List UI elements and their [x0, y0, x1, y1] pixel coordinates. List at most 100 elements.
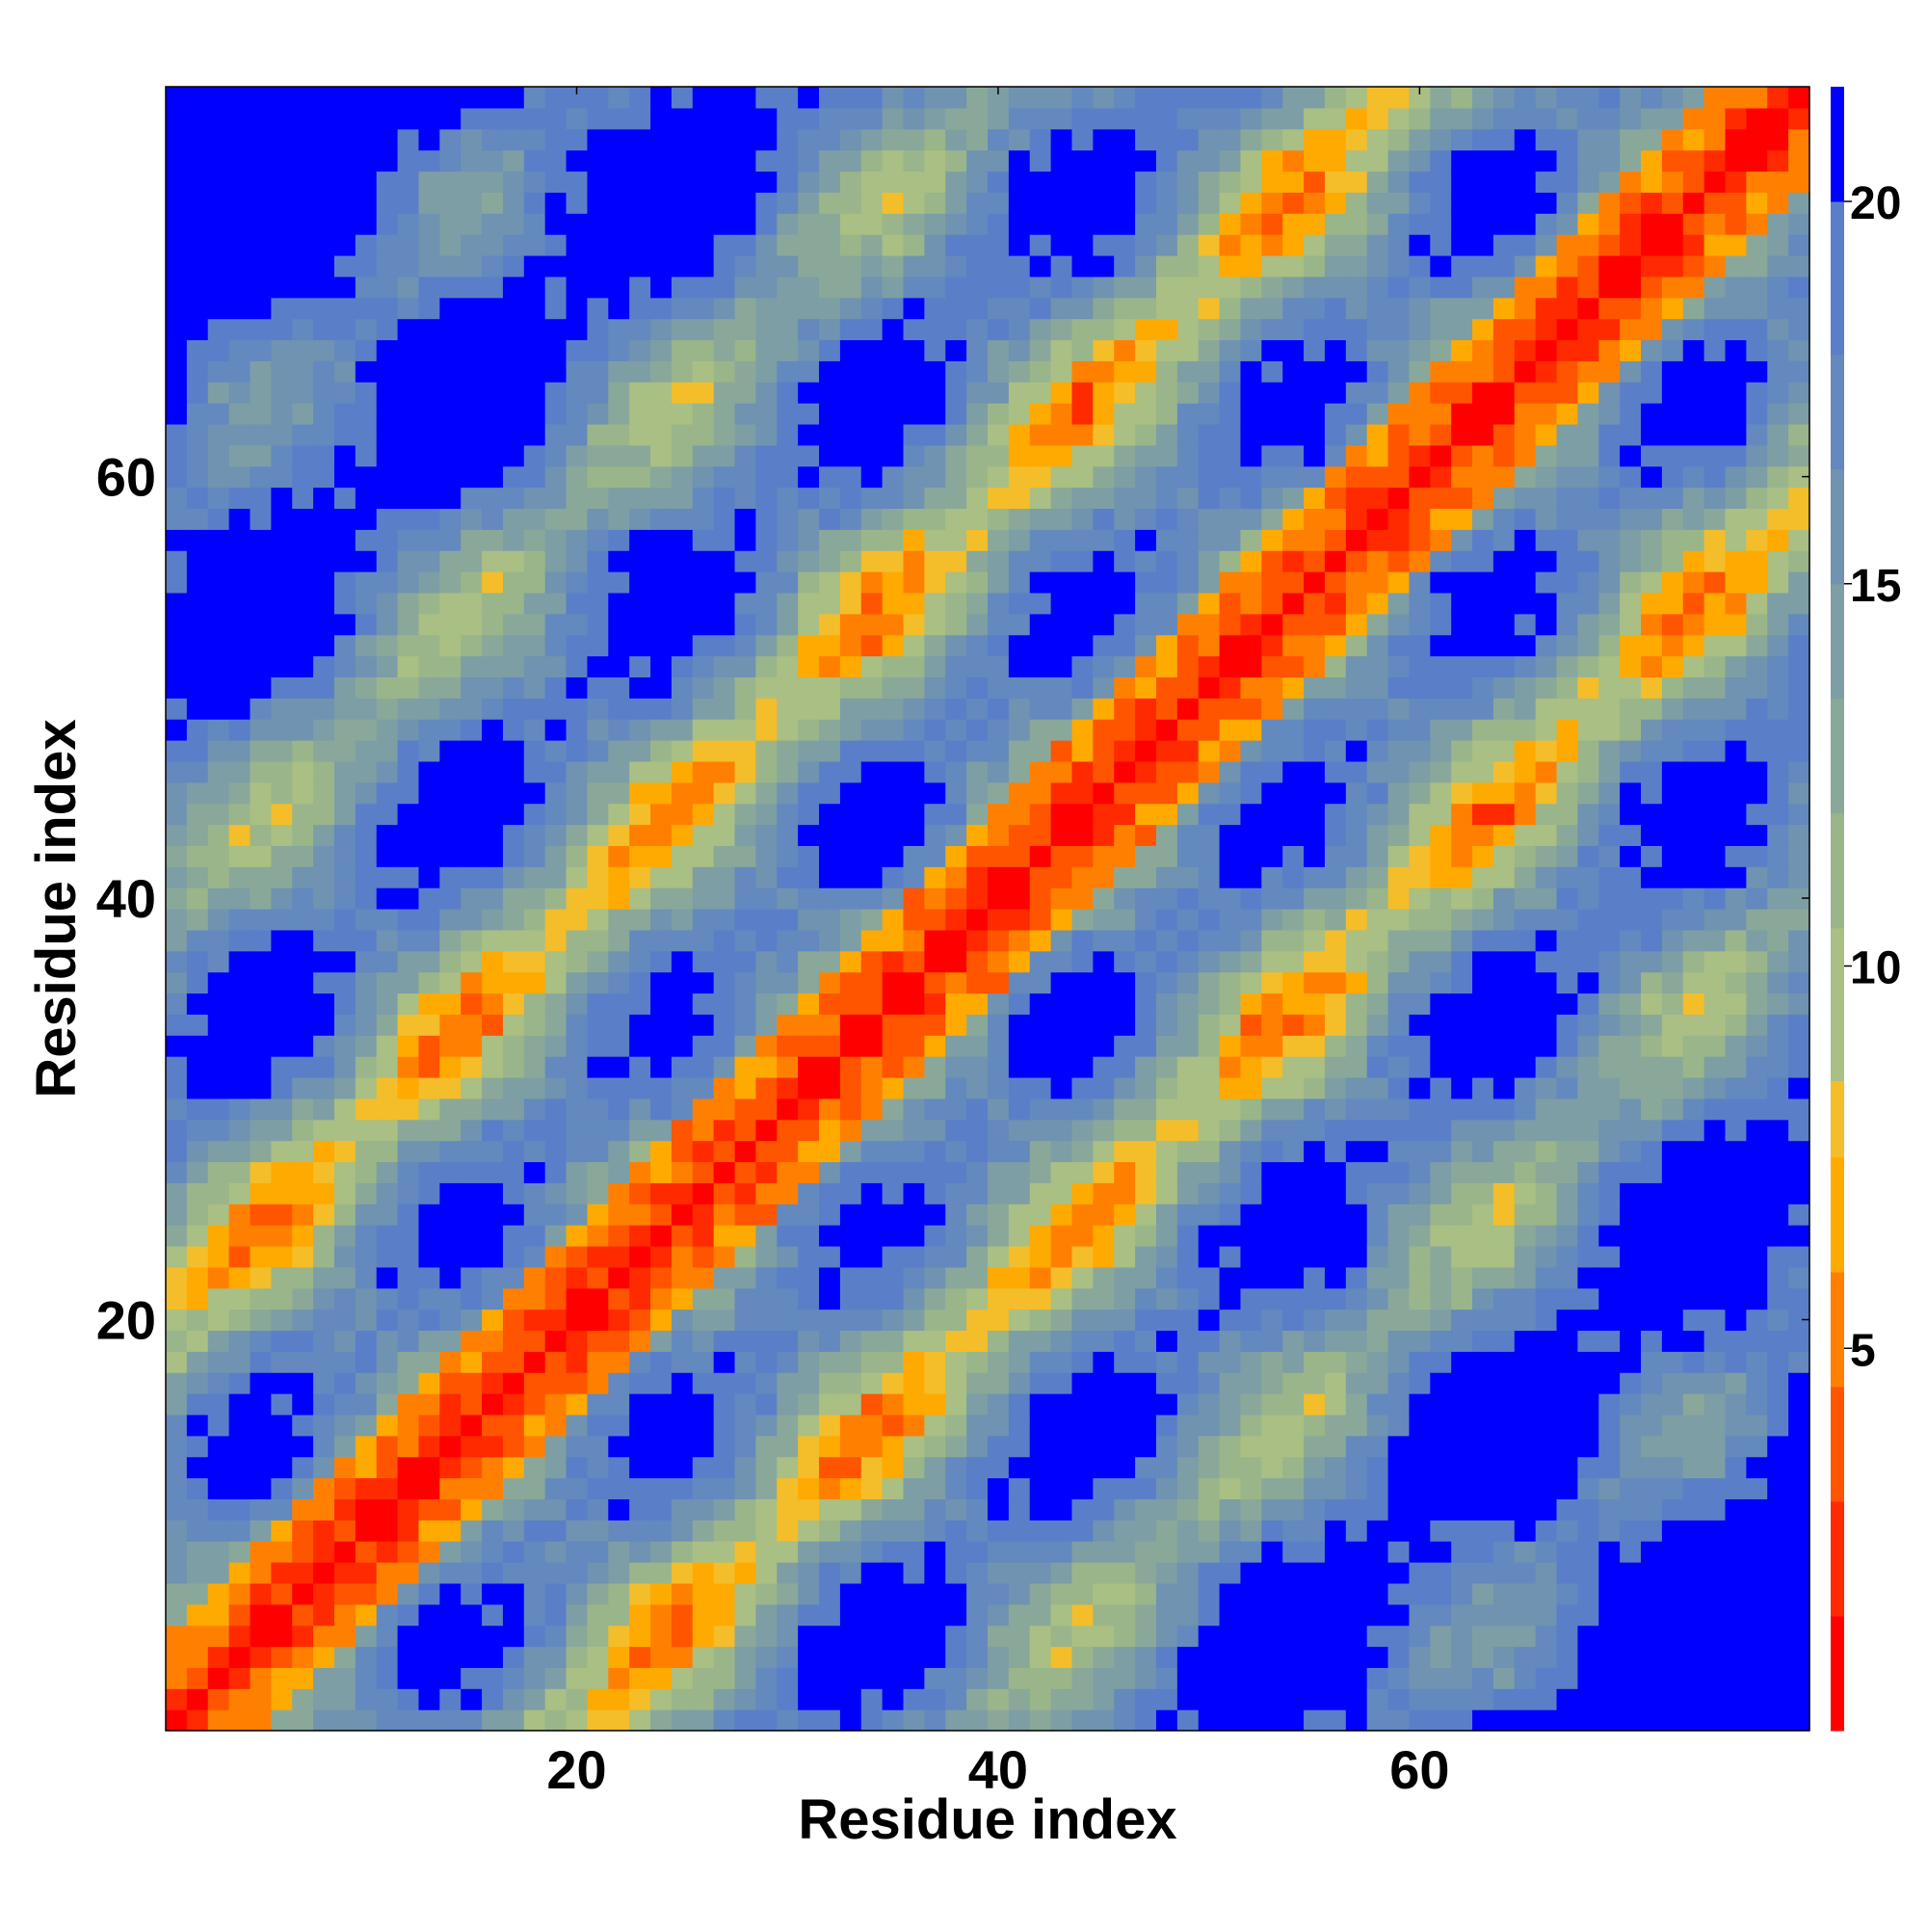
heatmap-cell: [544, 403, 568, 425]
heatmap-cell: [1176, 1225, 1200, 1247]
heatmap-cell: [313, 1582, 335, 1605]
heatmap-cell: [271, 1456, 293, 1479]
heatmap-cell: [228, 360, 251, 383]
heatmap-cell: [860, 423, 884, 446]
heatmap-cell: [1155, 1667, 1178, 1689]
heatmap-cell: [439, 1688, 462, 1710]
heatmap-cell: [1008, 297, 1031, 320]
heatmap-cell: [650, 950, 673, 973]
heatmap-cell: [671, 1245, 694, 1268]
heatmap-cell: [1492, 550, 1516, 572]
heatmap-cell: [713, 234, 736, 256]
heatmap-cell: [819, 508, 841, 530]
heatmap-cell: [333, 1393, 356, 1416]
heatmap-cell: [166, 318, 188, 341]
heatmap-cell: [1008, 655, 1031, 678]
heatmap-cell: [186, 866, 209, 888]
heatmap-cell: [798, 444, 820, 467]
heatmap-cell: [271, 1520, 293, 1542]
heatmap-cell: [988, 1035, 1010, 1057]
heatmap-cell: [439, 1477, 462, 1500]
heatmap-cell: [860, 992, 884, 1015]
heatmap-cell: [544, 1287, 568, 1310]
heatmap-cell: [482, 781, 504, 805]
heatmap-cell: [755, 1119, 778, 1142]
heatmap-cell: [397, 550, 420, 572]
heatmap-cell: [1093, 87, 1115, 109]
heatmap-cell: [1430, 297, 1452, 320]
heatmap-cell: [988, 508, 1010, 530]
heatmap-cell: [1071, 1393, 1094, 1416]
heatmap-cell: [207, 297, 230, 320]
heatmap-cell: [1451, 1456, 1473, 1479]
heatmap-cell: [1387, 1225, 1411, 1247]
heatmap-cell: [1261, 719, 1283, 741]
heatmap-cell: [1008, 1140, 1031, 1163]
heatmap-cell: [819, 1582, 841, 1605]
heatmap-cell: [1430, 1372, 1452, 1394]
heatmap-cell: [250, 1414, 272, 1437]
heatmap-cell: [482, 1393, 504, 1416]
heatmap-cell: [418, 1014, 440, 1036]
heatmap-cell: [355, 1393, 378, 1416]
heatmap-cell: [482, 1245, 504, 1268]
heatmap-cell: [1492, 803, 1516, 826]
heatmap-cell: [608, 971, 630, 994]
heatmap-cell: [988, 719, 1010, 741]
heatmap-cell: [418, 529, 440, 551]
heatmap-cell: [819, 1456, 841, 1479]
heatmap-cell: [819, 1119, 841, 1142]
heatmap-cell: [1071, 1245, 1094, 1268]
heatmap-cell: [1282, 107, 1305, 130]
heatmap-cell: [566, 318, 589, 341]
heatmap-cell: [587, 824, 609, 846]
heatmap-cell: [1240, 1140, 1262, 1163]
heatmap-cell: [692, 318, 715, 341]
heatmap-cell: [166, 1414, 188, 1437]
heatmap-cell: [924, 1541, 946, 1563]
heatmap-cell: [1430, 1287, 1452, 1310]
heatmap-cell: [629, 1351, 651, 1373]
heatmap-cell: [1261, 1076, 1283, 1099]
heatmap-cell: [839, 318, 862, 341]
heatmap-cell: [544, 107, 568, 130]
heatmap-cell: [1261, 213, 1283, 235]
heatmap-cell: [566, 382, 589, 404]
heatmap-cell: [1451, 1582, 1473, 1605]
heatmap-cell: [544, 1161, 568, 1183]
heatmap-cell: [186, 845, 209, 867]
heatmap-cell: [271, 613, 293, 636]
heatmap-cell: [1282, 1414, 1305, 1437]
heatmap-cell: [1219, 1330, 1242, 1352]
heatmap-cell: [1240, 107, 1262, 130]
heatmap-cell: [903, 339, 925, 361]
heatmap-cell: [271, 1688, 293, 1710]
heatmap-cell: [166, 1603, 188, 1627]
heatmap-cell: [482, 676, 504, 699]
heatmap-cell: [461, 1709, 483, 1732]
heatmap-cell: [1261, 1225, 1283, 1247]
heatmap-cell: [650, 1688, 673, 1710]
heatmap-cell: [1409, 1266, 1431, 1289]
heatmap-cell: [1492, 107, 1516, 130]
heatmap-cell: [166, 1351, 188, 1373]
heatmap-cell: [650, 1330, 673, 1352]
heatmap-cell: [482, 1266, 504, 1289]
heatmap-cell: [1155, 1688, 1178, 1710]
heatmap-cell: [523, 1035, 546, 1057]
heatmap-cell: [650, 423, 673, 446]
heatmap-cell: [629, 1541, 651, 1563]
heatmap-cell: [1029, 740, 1052, 762]
heatmap-cell: [313, 740, 335, 762]
heatmap-cell: [1029, 1076, 1052, 1099]
heatmap-cell: [1029, 1035, 1052, 1057]
heatmap-cell: [860, 719, 884, 741]
heatmap-cell: [1282, 719, 1305, 741]
heatmap-cell: [1240, 1709, 1262, 1732]
heatmap-cell: [544, 529, 568, 551]
heatmap-cell: [1261, 1372, 1283, 1394]
heatmap-cell: [544, 1414, 568, 1437]
heatmap-cell: [1114, 1414, 1136, 1437]
heatmap-cell: [839, 382, 862, 404]
heatmap-cell: [397, 360, 420, 383]
